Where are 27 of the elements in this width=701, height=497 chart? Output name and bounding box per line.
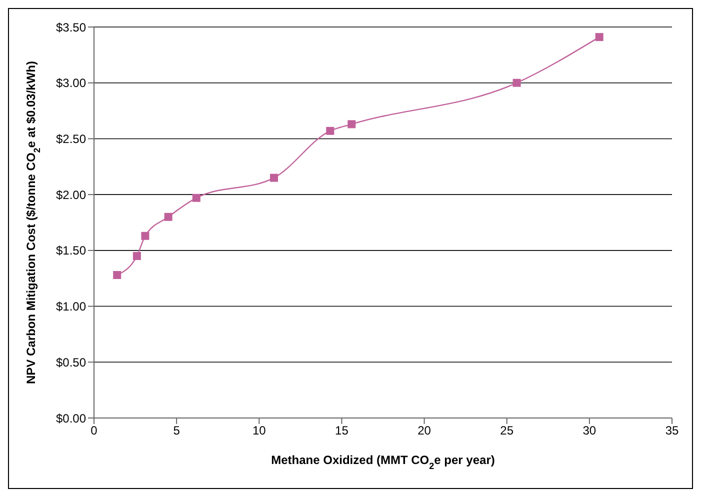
x-tick-label: 10 bbox=[252, 424, 266, 438]
y-tick-label: $2.50 bbox=[56, 132, 86, 146]
point bbox=[192, 194, 200, 202]
y-tick-label: $2.00 bbox=[56, 188, 86, 202]
point bbox=[270, 174, 278, 182]
x-tick-label: 30 bbox=[582, 424, 596, 438]
y-tick-label: $1.50 bbox=[56, 244, 86, 258]
point bbox=[348, 120, 356, 128]
x-tick-label: 20 bbox=[418, 424, 432, 438]
x-tick-label: 15 bbox=[335, 424, 349, 438]
x-tick-label: 0 bbox=[90, 424, 98, 438]
x-tick-label: 25 bbox=[500, 424, 514, 438]
point bbox=[326, 126, 334, 135]
y-tick-label: $3.00 bbox=[56, 76, 86, 90]
x-axis-title: Methane Oxidized (MMT CO$_{2}$e per year) bbox=[271, 453, 495, 471]
y-tick-label: $3.50 bbox=[56, 20, 86, 34]
y-tick-label: $0.00 bbox=[56, 411, 86, 426]
point bbox=[141, 232, 150, 240]
x-tick-label: 5 bbox=[173, 424, 180, 438]
point bbox=[512, 78, 521, 87]
y-tick-label: $1.00 bbox=[56, 300, 86, 314]
y-tick-label: $0.50 bbox=[56, 355, 86, 370]
point bbox=[164, 212, 172, 221]
point bbox=[113, 271, 122, 280]
x-tick-label: 35 bbox=[665, 424, 679, 438]
point bbox=[132, 252, 141, 260]
point bbox=[595, 33, 604, 42]
